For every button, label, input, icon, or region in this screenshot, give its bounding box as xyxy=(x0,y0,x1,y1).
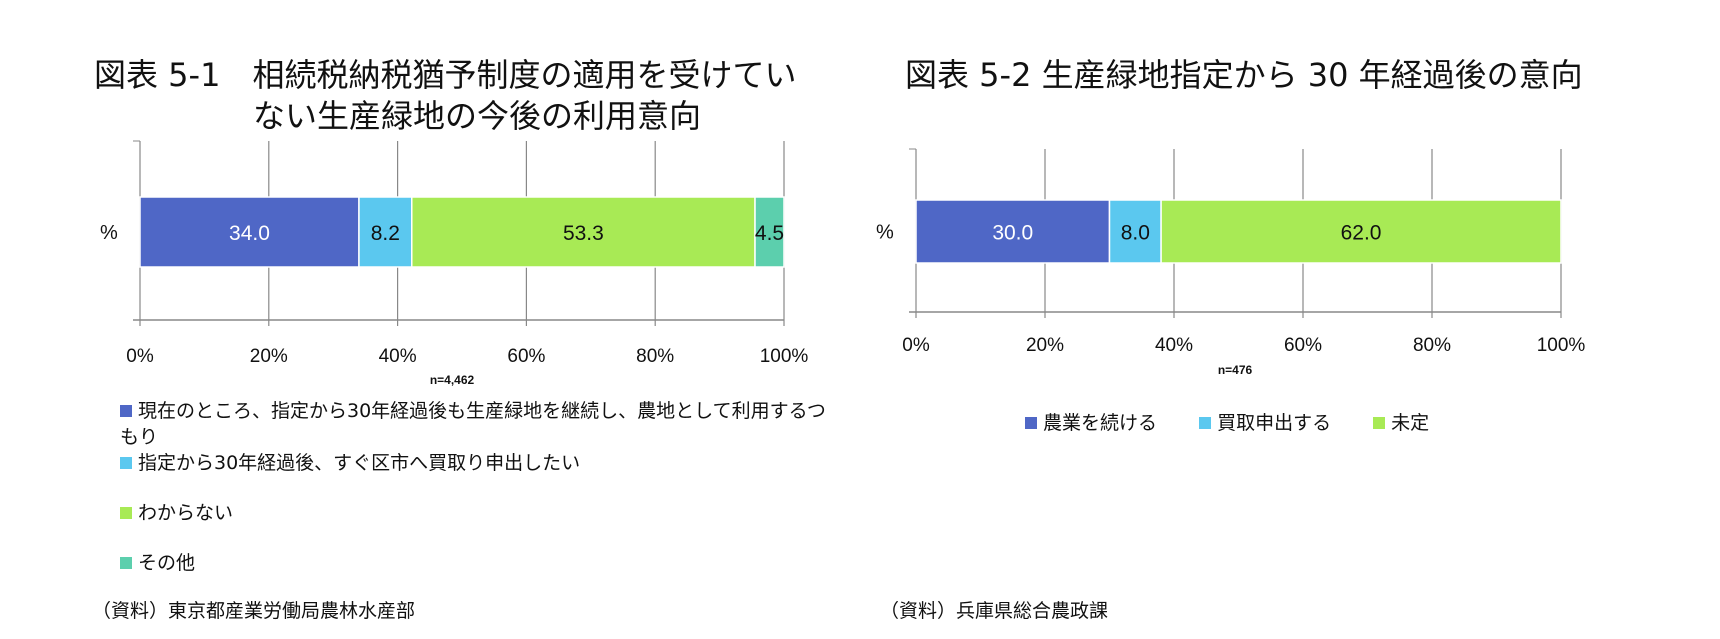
legend-label: 指定から30年経過後、すぐ区市へ買取り申出したい xyxy=(138,452,581,474)
data-label: 8.0 xyxy=(1121,222,1150,245)
legend-item: 現在のところ、指定から30年経過後も生産緑地を継続し、農地として利用するつもり xyxy=(120,398,840,450)
x-tick-label: 20% xyxy=(1026,335,1064,356)
x-tick-label: 40% xyxy=(1155,335,1193,356)
legend-item: その他 xyxy=(120,550,840,576)
legend-swatch xyxy=(120,507,132,519)
chart1-legend: 現在のところ、指定から30年経過後も生産緑地を継続し、農地として利用するつもり … xyxy=(120,398,840,576)
x-tick-label: 0% xyxy=(126,346,154,367)
chart1-source: （資料）東京都産業労働局農林水産部 xyxy=(92,600,416,622)
legend-label: 買取申出する xyxy=(1217,412,1332,434)
chart1-title-line2: ない生産緑地の今後の利用意向 xyxy=(253,97,702,135)
chart1-title-line1: 図表 5-1 相続税納税猶予制度の適用を受けてい xyxy=(94,56,797,94)
bar-segment xyxy=(754,196,785,268)
category-label: % xyxy=(100,222,118,244)
legend-item: 未定 xyxy=(1373,412,1429,434)
legend-label: 未定 xyxy=(1391,412,1430,434)
legend-label: 現在のところ、指定から30年経過後も生産緑地を継続し、農地として利用するつもり xyxy=(120,400,826,448)
x-tick-label: 80% xyxy=(636,346,674,367)
bar-segment xyxy=(915,199,1111,264)
chart2-legend: 農業を続ける 買取申出する 未定 xyxy=(1025,410,1429,436)
data-label: 8.2 xyxy=(371,222,400,245)
legend-label: 農業を続ける xyxy=(1043,412,1158,434)
legend-item: 農業を続ける xyxy=(1025,412,1157,434)
legend-swatch xyxy=(120,557,132,569)
legend-swatch xyxy=(1199,417,1212,429)
legend-item: 指定から30年経過後、すぐ区市へ買取り申出したい xyxy=(120,450,840,476)
legend-swatch xyxy=(1373,417,1386,429)
x-tick-label: 40% xyxy=(379,346,417,367)
legend-swatch xyxy=(120,405,132,417)
legend-item: わからない xyxy=(120,500,840,526)
legend-label: その他 xyxy=(138,552,196,574)
x-tick-label: 100% xyxy=(760,346,809,367)
bar-segment xyxy=(1160,199,1562,264)
data-label: 62.0 xyxy=(1341,222,1382,245)
bar-segment xyxy=(411,196,756,268)
chart2-source: （資料）兵庫県総合農政課 xyxy=(880,600,1109,622)
x-tick-label: 80% xyxy=(1413,335,1451,356)
data-label: 53.3 xyxy=(563,222,604,245)
data-label: 4.5 xyxy=(755,222,784,245)
legend-swatch xyxy=(120,457,132,469)
chart2-title: 図表 5-2 生産緑地指定から 30 年経過後の意向 xyxy=(905,56,1583,94)
x-tick-label: 100% xyxy=(1537,335,1586,356)
sample-size-label: n=476 xyxy=(1218,363,1253,377)
x-tick-label: 0% xyxy=(902,335,930,356)
x-tick-label: 60% xyxy=(1284,335,1322,356)
bar-segment xyxy=(358,196,413,268)
data-label: 34.0 xyxy=(229,222,270,245)
category-label: % xyxy=(876,222,894,244)
x-tick-label: 20% xyxy=(250,346,288,367)
bar-segment xyxy=(139,196,360,268)
data-label: 30.0 xyxy=(992,222,1033,245)
x-tick-label: 60% xyxy=(507,346,545,367)
legend-swatch xyxy=(1025,417,1037,429)
sample-size-label: n=4,462 xyxy=(430,373,475,387)
legend-item: 買取申出する xyxy=(1199,412,1331,434)
legend-label: わからない xyxy=(138,502,234,524)
